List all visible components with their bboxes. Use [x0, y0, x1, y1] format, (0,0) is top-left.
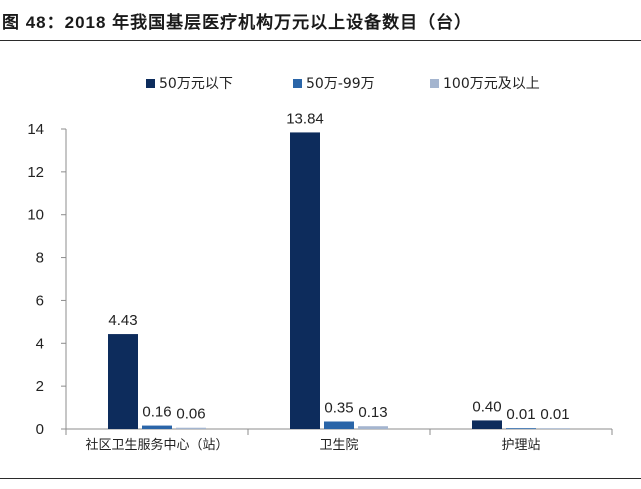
bar-value-label: 4.43: [108, 312, 137, 329]
y-axis: 0 2 4 6 8 10 12 14: [27, 121, 67, 438]
bar: [540, 428, 570, 429]
legend: 50万元以下 50万-99万 100万元及以上: [146, 76, 540, 92]
y-tick-label: 0: [36, 421, 44, 438]
y-tick-label: 8: [36, 250, 44, 267]
x-category-label: 社区卫生服务中心（站）: [85, 437, 228, 453]
x-category-label: 卫生院: [319, 438, 358, 453]
legend-swatch: [146, 79, 155, 88]
y-tick-label: 4: [36, 335, 44, 352]
bar: [324, 421, 354, 429]
bar: [472, 420, 502, 429]
legend-swatch: [430, 79, 439, 88]
bar-value-label: 13.84: [286, 110, 324, 127]
bar: [358, 426, 388, 429]
bar-value-label: 0.13: [358, 404, 387, 421]
bottom-rule: [0, 478, 641, 479]
x-axis: 社区卫生服务中心（站） 卫生院 护理站: [65, 428, 613, 453]
y-tick-label: 14: [27, 121, 44, 138]
top-rule: [0, 40, 641, 41]
bar: [290, 132, 320, 429]
bar-value-label: 0.40: [472, 398, 501, 415]
bars: [108, 132, 570, 429]
y-tick-label: 10: [27, 207, 44, 224]
y-tick-label: 6: [36, 292, 44, 309]
bar: [176, 427, 206, 429]
bar-value-label: 0.16: [142, 404, 171, 421]
bar-value-label: 0.06: [176, 406, 205, 423]
legend-swatch: [293, 79, 302, 88]
bar-value-label: 0.01: [540, 406, 569, 423]
bar: [506, 428, 536, 429]
x-category-label: 护理站: [501, 438, 540, 453]
legend-label: 100万元及以上: [443, 76, 540, 92]
chart-title: 图 48：2018 年我国基层医疗机构万元以上设备数目（台）: [2, 13, 473, 32]
bar: [108, 334, 138, 429]
y-tick-label: 2: [36, 378, 44, 395]
bar: [142, 425, 172, 429]
legend-label: 50万-99万: [306, 76, 375, 92]
y-tick-label: 12: [27, 164, 44, 181]
bar-value-label: 0.01: [506, 406, 535, 423]
data-labels: 4.43 13.84 0.40 0.16 0.35 0.01 0.06 0.13 0.01: [108, 110, 569, 423]
bar-value-label: 0.35: [324, 400, 353, 417]
legend-label: 50万元以下: [159, 76, 233, 92]
